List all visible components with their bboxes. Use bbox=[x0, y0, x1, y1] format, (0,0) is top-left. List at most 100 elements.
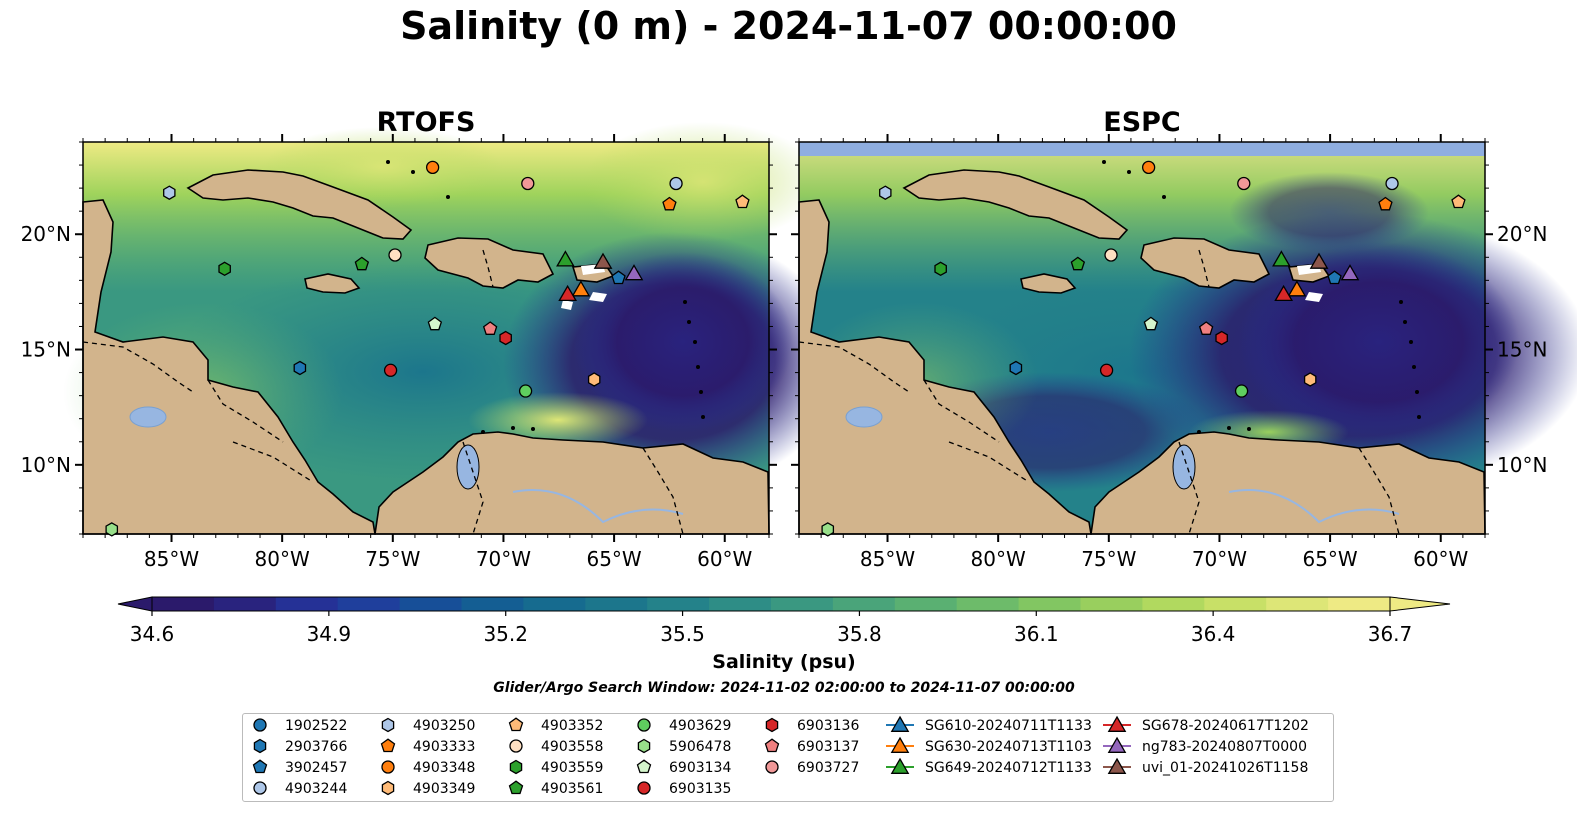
platform-4903352 bbox=[1451, 194, 1466, 209]
y-tick-label: 10°N bbox=[1497, 453, 1547, 477]
rtofs-x-axis: 85°W 80°W 75°W 70°W 65°W 60°W bbox=[82, 134, 770, 571]
legend-item-4903629: 4903629 bbox=[637, 718, 731, 734]
colorbar-extend-max bbox=[1389, 596, 1451, 612]
legend-label: 4903352 bbox=[541, 718, 603, 734]
legend-marker-4903558 bbox=[509, 739, 523, 753]
platform-4903558 bbox=[1104, 248, 1118, 262]
colorbar-swatch bbox=[152, 597, 215, 611]
glider-SG630-20240713T1103 bbox=[1287, 280, 1307, 297]
legend-label: 4903244 bbox=[285, 781, 347, 797]
colorbar-swatch bbox=[1080, 597, 1143, 611]
legend-item-6903136: 6903136 bbox=[765, 717, 859, 734]
legend-marker-SG610-20240711T1133 bbox=[890, 715, 910, 732]
platform-3902457 bbox=[1327, 270, 1342, 285]
platform-6903134 bbox=[1143, 316, 1159, 331]
x-tick-label: 65°W bbox=[586, 547, 641, 571]
espc-panel: 85°W 80°W 75°W 70°W 65°W 60°W 20°N 15°N 10°N bbox=[791, 134, 1577, 571]
legend-marker-SG678-20240617T1202 bbox=[1107, 715, 1127, 732]
x-tick-label: 85°W bbox=[860, 547, 915, 571]
colorbar-swatch bbox=[1018, 597, 1082, 611]
platform-4903348 bbox=[1141, 160, 1156, 175]
legend-label: SG610-20240711T1133 bbox=[925, 718, 1092, 734]
legend-item-4903559: 4903559 bbox=[509, 759, 603, 776]
colorbar: 34.6 34.9 35.2 35.5 35.8 36.1 36.4 36.7 bbox=[117, 596, 1451, 646]
rtofs-markers bbox=[105, 160, 750, 537]
colorbar-tick-label: 34.6 bbox=[130, 622, 175, 646]
legend-item-6903134: 6903134 bbox=[636, 759, 731, 776]
legend-marker-4903349 bbox=[381, 780, 395, 796]
platform-6903137 bbox=[482, 321, 498, 335]
x-tick-label: 80°W bbox=[971, 547, 1026, 571]
legend-marker-SG649-20240712T1133 bbox=[890, 757, 910, 774]
legend-item-4903333: 4903333 bbox=[380, 738, 475, 755]
legend-item-4903348: 4903348 bbox=[381, 760, 475, 776]
glider-uvi_01-20241026T1158 bbox=[593, 252, 613, 269]
legend-marker-4903250 bbox=[381, 717, 395, 733]
legend-marker-2903766 bbox=[253, 738, 267, 754]
colorbar-swatch bbox=[771, 597, 834, 611]
platform-6903136 bbox=[499, 330, 512, 346]
x-tick-label: 70°W bbox=[476, 547, 531, 571]
legend-marker-4903244 bbox=[253, 781, 267, 795]
legend-label: 6903134 bbox=[669, 760, 731, 776]
legend-label: 4903629 bbox=[669, 718, 731, 734]
espc-markers bbox=[821, 160, 1466, 537]
platform-3902457 bbox=[611, 270, 626, 285]
legend: 1902522 2903766 3902457 4903244 4903250 49033… bbox=[242, 713, 1334, 802]
legend-marker-6903136 bbox=[765, 717, 779, 733]
platform-4903558 bbox=[388, 248, 402, 262]
legend-label: 4903348 bbox=[413, 760, 475, 776]
colorbar-swatch bbox=[461, 597, 524, 611]
platform-6903134 bbox=[427, 316, 443, 331]
platform-5906478 bbox=[821, 522, 835, 537]
legend-marker-4903561 bbox=[508, 780, 524, 795]
legend-marker-uvi_01-20241026T1158 bbox=[1107, 757, 1127, 774]
platform-4903352 bbox=[735, 194, 750, 209]
legend-item-4903561: 4903561 bbox=[508, 780, 603, 797]
legend-item-ng783-20240807T0000: ng783-20240807T0000 bbox=[1103, 736, 1307, 755]
x-tick-label: 75°W bbox=[365, 547, 420, 571]
x-tick-label: 60°W bbox=[1413, 547, 1468, 571]
platform-4903244 bbox=[669, 176, 683, 191]
glider-SG678-20240617T1202 bbox=[558, 284, 578, 302]
platform-2903766 bbox=[1009, 360, 1023, 376]
platform-4903561 bbox=[354, 256, 370, 271]
colorbar-swatch bbox=[213, 597, 277, 611]
legend-label: 6903135 bbox=[669, 781, 731, 797]
legend-label: 1902522 bbox=[285, 718, 347, 734]
legend-marker-SG630-20240713T1103 bbox=[890, 736, 910, 753]
platform-4903629 bbox=[1234, 384, 1249, 398]
colorbar-swatch bbox=[1328, 597, 1391, 611]
platform-6903136 bbox=[1215, 330, 1228, 346]
platform-5906478 bbox=[105, 522, 119, 537]
legend-label: uvi_01-20241026T1158 bbox=[1142, 760, 1308, 776]
legend-marker-4903348 bbox=[381, 760, 395, 774]
legend-item-4903558: 4903558 bbox=[509, 739, 603, 755]
legend-item-SG630-20240713T1103: SG630-20240713T1103 bbox=[886, 736, 1092, 755]
legend-label: 6903136 bbox=[797, 718, 859, 734]
legend-entries: 1902522 2903766 3902457 4903244 4903250 49033… bbox=[252, 715, 1309, 797]
legend-label: SG678-20240617T1202 bbox=[1142, 718, 1309, 734]
x-tick-label: 75°W bbox=[1081, 547, 1136, 571]
colorbar-tick-label: 35.8 bbox=[837, 622, 882, 646]
x-tick-label: 85°W bbox=[144, 547, 199, 571]
legend-label: SG649-20240712T1133 bbox=[925, 760, 1092, 776]
legend-label: SG630-20240713T1103 bbox=[925, 739, 1092, 755]
legend-item-uvi_01-20241026T1158: uvi_01-20241026T1158 bbox=[1103, 757, 1308, 776]
glider-SG649-20240712T1133 bbox=[1272, 250, 1291, 267]
legend-marker-1902522 bbox=[253, 718, 267, 732]
colorbar-swatch bbox=[337, 597, 401, 611]
legend-item-SG649-20240712T1133: SG649-20240712T1133 bbox=[886, 757, 1092, 776]
legend-marker-4903629 bbox=[637, 718, 651, 732]
legend-marker-6903134 bbox=[636, 759, 652, 774]
rtofs-title: RTOFS bbox=[377, 107, 476, 138]
colorbar-label: Salinity (psu) bbox=[712, 651, 855, 673]
colorbar-tick-label: 34.9 bbox=[307, 622, 352, 646]
legend-label: 4903561 bbox=[541, 781, 603, 797]
colorbar-extend-min bbox=[117, 596, 153, 612]
legend-marker-3902457 bbox=[252, 759, 268, 774]
colorbar-swatch bbox=[894, 597, 958, 611]
legend-label: 4903333 bbox=[413, 739, 475, 755]
colorbar-swatch bbox=[399, 597, 463, 611]
